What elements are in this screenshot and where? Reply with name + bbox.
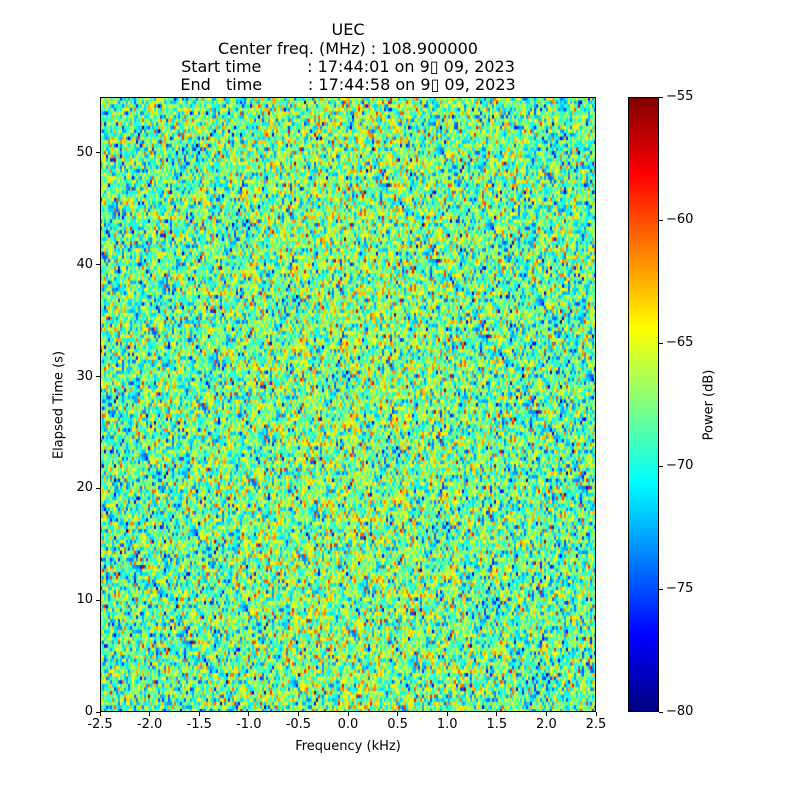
x-tick-label: 1.5 xyxy=(486,717,508,732)
x-tick-mark xyxy=(149,712,151,716)
x-tick-label: 0.5 xyxy=(387,717,408,732)
x-tick-label: 0.0 xyxy=(337,717,359,732)
x-tick-mark xyxy=(248,712,250,716)
x-tick-mark xyxy=(99,712,101,716)
x-axis-label: Frequency (kHz) xyxy=(295,739,401,754)
spectrogram-heatmap xyxy=(100,97,596,712)
plot-frame xyxy=(99,97,596,712)
x-tick-mark xyxy=(496,712,498,716)
y-tick-label: 10 xyxy=(76,592,93,608)
y-tick-mark xyxy=(96,264,100,266)
colorbar-tick-label: −75 xyxy=(666,581,694,596)
title-line-3: Start time : 17:44:01 on 9▯ 09, 2023 xyxy=(181,57,515,76)
x-tick-mark xyxy=(595,712,597,716)
title-line-1: UEC xyxy=(331,20,365,39)
x-tick-label: -0.5 xyxy=(285,717,312,732)
y-tick-label: 50 xyxy=(76,144,93,160)
x-tick-mark xyxy=(297,712,299,716)
x-tick-mark xyxy=(198,712,200,716)
colorbar-frame xyxy=(628,97,659,712)
colorbar-tick-mark xyxy=(659,465,663,467)
x-tick-mark xyxy=(446,712,448,716)
x-tick-label: 2.0 xyxy=(536,717,557,732)
colorbar-tick-label: −80 xyxy=(666,704,694,719)
y-tick-mark xyxy=(96,376,100,378)
colorbar-tick-mark xyxy=(659,711,663,713)
x-tick-label: -2.0 xyxy=(136,717,163,732)
y-tick-label: 40 xyxy=(76,256,93,272)
colorbar-tick-mark xyxy=(659,96,663,98)
colorbar-tick-label: −70 xyxy=(666,458,694,473)
colorbar-tick-label: −65 xyxy=(666,335,694,350)
x-tick-label: -1.5 xyxy=(186,717,212,732)
colorbar xyxy=(628,97,659,712)
title-line-2: Center freq. (MHz) : 108.900000 xyxy=(218,39,478,58)
x-tick-label: -1.0 xyxy=(236,717,262,732)
colorbar-tick-mark xyxy=(659,342,663,344)
y-tick-label: 20 xyxy=(76,480,93,496)
y-tick-label: 30 xyxy=(76,368,93,384)
y-tick-mark xyxy=(96,152,100,154)
title-line-4: End time : 17:44:58 on 9▯ 09, 2023 xyxy=(180,75,516,94)
y-tick-mark xyxy=(96,599,100,601)
x-tick-mark xyxy=(397,712,399,716)
y-tick-label: 0 xyxy=(84,704,93,719)
x-tick-mark xyxy=(347,712,349,716)
y-tick-mark xyxy=(96,487,100,489)
x-tick-label: 1.0 xyxy=(436,717,458,732)
colorbar-tick-label: −60 xyxy=(666,212,694,227)
colorbar-label: Power (dB) xyxy=(701,369,717,441)
y-tick-mark xyxy=(96,711,100,713)
colorbar-tick-mark xyxy=(659,219,663,221)
colorbar-tick-label: −55 xyxy=(666,89,694,104)
colorbar-tick-mark xyxy=(659,588,663,590)
y-axis-label: Elapsed Time (s) xyxy=(51,350,67,460)
x-tick-label: -2.5 xyxy=(87,717,113,732)
x-tick-label: 2.5 xyxy=(585,717,607,732)
x-tick-mark xyxy=(545,712,547,716)
